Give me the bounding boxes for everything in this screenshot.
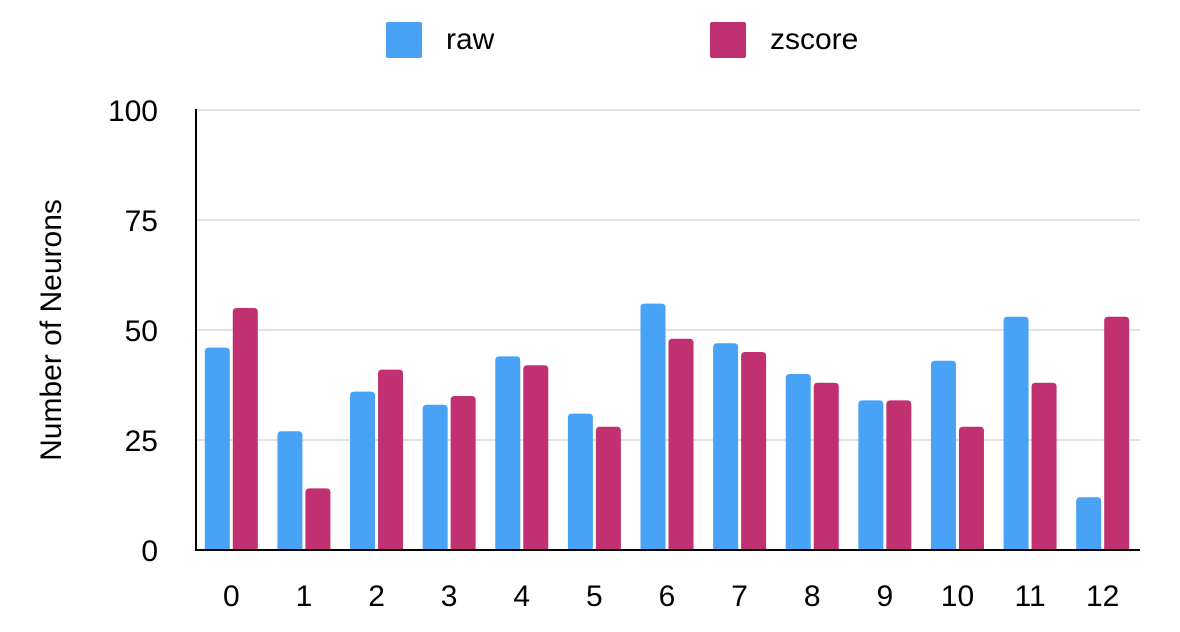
bar-zscore-7 bbox=[741, 352, 767, 550]
bar-zscore-8 bbox=[813, 382, 839, 550]
legend-swatch-zscore bbox=[710, 22, 746, 58]
legend-item-zscore: zscore bbox=[710, 22, 858, 58]
bar-zscore-4 bbox=[523, 365, 549, 550]
bar-zscore-2 bbox=[378, 369, 404, 550]
bar-raw-7 bbox=[713, 343, 739, 550]
y-tick-label-25: 25 bbox=[125, 425, 158, 458]
bar-raw-2 bbox=[350, 391, 376, 550]
x-tick-label-8: 8 bbox=[804, 580, 821, 613]
x-tick-label-3: 3 bbox=[441, 580, 458, 613]
y-tick-label-100: 100 bbox=[108, 95, 158, 128]
bar-raw-1 bbox=[277, 431, 303, 550]
bar-zscore-6 bbox=[668, 338, 694, 550]
bar-raw-8 bbox=[785, 374, 811, 550]
x-tick-label-1: 1 bbox=[296, 580, 313, 613]
bar-raw-4 bbox=[495, 356, 521, 550]
x-tick-label-4: 4 bbox=[513, 580, 530, 613]
legend-label-zscore: zscore bbox=[770, 23, 859, 56]
x-tick-label-12: 12 bbox=[1086, 580, 1119, 613]
y-tick-label-0: 0 bbox=[141, 535, 158, 568]
bar-zscore-9 bbox=[886, 400, 912, 550]
bar-zscore-3 bbox=[450, 396, 476, 550]
bar-raw-3 bbox=[422, 404, 448, 550]
x-tick-label-7: 7 bbox=[731, 580, 748, 613]
bar-raw-5 bbox=[567, 413, 593, 550]
bar-raw-9 bbox=[858, 400, 884, 550]
bar-zscore-5 bbox=[595, 426, 621, 550]
bar-raw-6 bbox=[640, 303, 666, 550]
x-tick-label-9: 9 bbox=[877, 580, 894, 613]
x-tick-label-0: 0 bbox=[223, 580, 240, 613]
bar-zscore-10 bbox=[958, 426, 984, 550]
y-tick-label-75: 75 bbox=[125, 205, 158, 238]
legend-label-raw: raw bbox=[446, 23, 495, 56]
bar-raw-11 bbox=[1003, 316, 1029, 550]
x-tick-label-5: 5 bbox=[586, 580, 603, 613]
bar-zscore-0 bbox=[232, 308, 258, 550]
bar-raw-0 bbox=[204, 347, 230, 550]
bar-raw-10 bbox=[930, 360, 956, 550]
bar-zscore-1 bbox=[305, 488, 331, 550]
x-tick-label-11: 11 bbox=[1014, 580, 1045, 613]
x-tick-label-10: 10 bbox=[941, 580, 974, 613]
legend-item-raw: raw bbox=[386, 22, 494, 58]
bar-zscore-12 bbox=[1104, 316, 1130, 550]
x-tick-label-6: 6 bbox=[659, 580, 676, 613]
y-tick-label-50: 50 bbox=[125, 315, 158, 348]
bar-zscore-11 bbox=[1031, 382, 1057, 550]
x-tick-label-2: 2 bbox=[368, 580, 385, 613]
bar-raw-12 bbox=[1076, 497, 1102, 550]
legend-swatch-raw bbox=[386, 22, 422, 58]
